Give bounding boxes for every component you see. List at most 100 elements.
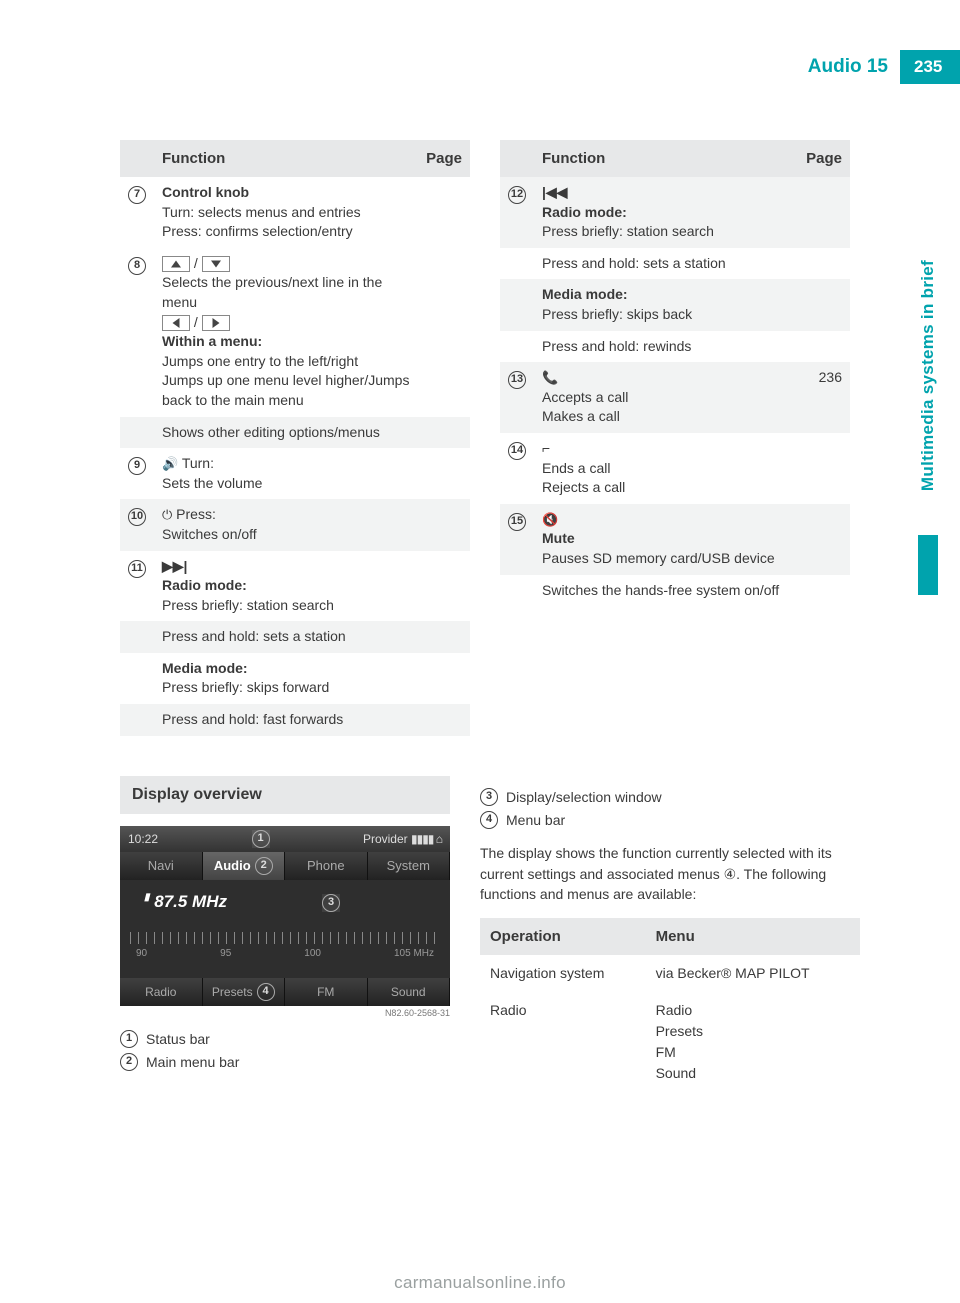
legend-number: 4 [480, 811, 498, 829]
function-line: Press: [162, 505, 410, 525]
display-overview-left: Display overview 10:22 1 Provider ▮▮▮▮ ⌂… [120, 776, 450, 1092]
function-line: Press and hold: sets a station [542, 254, 790, 274]
function-line: Media mode: [542, 285, 790, 305]
function-line: Accepts a call [542, 388, 790, 408]
screenshot-bottom-tab: Presets 4 [203, 978, 286, 1006]
item-number: 13 [508, 371, 526, 389]
page-ref [418, 417, 470, 449]
page-ref [418, 653, 470, 704]
item-number: 15 [508, 513, 526, 531]
legend-left: 1Status bar2 Main menu bar [120, 1028, 450, 1076]
page-ref [418, 551, 470, 622]
operation-row: Navigation systemvia Becker® MAP PILOT [480, 955, 860, 992]
col-page: Page [798, 140, 850, 177]
legend-text: Main menu bar [146, 1051, 239, 1075]
function-row: 11▶▶|Radio mode:Press briefly: station s… [120, 551, 470, 622]
legend-number: 1 [120, 1030, 138, 1048]
screenshot-menu-bar: RadioPresets 4FMSound [120, 978, 450, 1006]
page-ref [798, 177, 850, 248]
item-number: 8 [128, 257, 146, 275]
function-line: Press briefly: station search [542, 222, 790, 242]
legend-number: 3 [480, 788, 498, 806]
function-table-right: FunctionPage12|◀◀Radio mode:Press briefl… [500, 140, 850, 736]
item-number: 11 [128, 560, 146, 578]
function-line: / [162, 254, 410, 274]
function-row: Press and hold: rewinds [500, 331, 850, 363]
scale-label: 100 [304, 948, 321, 959]
function-line: Switches on/off [162, 525, 410, 545]
function-line: Press: confirms selection/entry [162, 222, 410, 242]
mute-icon [542, 511, 558, 527]
function-row: Press and hold: fast forwards [120, 704, 470, 736]
screenshot-scale: 9095100105 MHz [130, 932, 440, 960]
image-reference: N82.60-2568-31 [120, 1008, 450, 1018]
page-ref [418, 704, 470, 736]
page-ref [798, 279, 850, 330]
page-ref [798, 433, 850, 504]
operation-cell: Radio [480, 992, 646, 1092]
page-ref: 236 [798, 362, 850, 433]
function-line: Radio mode: [542, 203, 790, 223]
function-line: Switches the hands-free system on/off [542, 581, 790, 601]
page-ref [798, 575, 850, 607]
screenshot-tab: Navi [120, 852, 203, 880]
operation-row: RadioRadioPresetsFMSound [480, 992, 860, 1092]
function-row: Press and hold: sets a station [500, 248, 850, 280]
function-line: Sets the volume [162, 474, 410, 494]
page-title: Audio 15 [808, 56, 900, 78]
function-line: Turn: [162, 454, 410, 474]
item-number: 7 [128, 186, 146, 204]
legend-right: 3Display/selection window4Menu bar [480, 786, 860, 834]
function-line: Press and hold: sets a station [162, 627, 410, 647]
col-page: Page [418, 140, 470, 177]
function-line [542, 439, 790, 459]
page-ref [798, 504, 850, 575]
page-ref [418, 448, 470, 499]
col-function: Function [534, 140, 798, 177]
function-line: Media mode: [162, 659, 410, 679]
function-row: 7Control knobTurn: selects menus and ent… [120, 177, 470, 248]
volume-icon [162, 455, 178, 471]
display-overview-right: 3Display/selection window4Menu bar The d… [480, 776, 860, 1092]
function-tables: FunctionPage7Control knobTurn: selects m… [120, 140, 880, 736]
function-line: Within a menu: [162, 332, 410, 352]
screenshot-time: 10:22 [128, 832, 158, 846]
function-line: Jumps up one menu level higher/Jumps bac… [162, 371, 410, 410]
legend-item: 1Status bar [120, 1028, 450, 1052]
function-row: Shows other editing options/menus [120, 417, 470, 449]
section-tab-label: Multimedia systems in brief [918, 260, 938, 491]
legend-number: 2 [120, 1053, 138, 1071]
page-ref [418, 248, 470, 417]
arrow-right-icon [202, 315, 230, 331]
function-line: Rejects a call [542, 478, 790, 498]
arrow-up-icon [162, 256, 190, 272]
function-row: 15MutePauses SD memory card/USB device [500, 504, 850, 575]
page-ref [798, 331, 850, 363]
function-row: 8 / Selects the previous/next line in th… [120, 248, 470, 417]
function-line: Ends a call [542, 459, 790, 479]
audio-display-screenshot: 10:22 1 Provider ▮▮▮▮ ⌂ NaviAudio 2Phone… [120, 826, 450, 1006]
function-row: 10 Press:Switches on/off [120, 499, 470, 550]
function-line: / [162, 313, 410, 333]
function-row: 14Ends a callRejects a call [500, 433, 850, 504]
screenshot-tab: Phone [285, 852, 368, 880]
function-row: 9 Turn:Sets the volume [120, 448, 470, 499]
function-line: Mute [542, 529, 790, 549]
page-ref [418, 177, 470, 248]
page-ref [798, 248, 850, 280]
function-line: Press briefly: skips back [542, 305, 790, 325]
call-end-icon [542, 440, 550, 456]
marker-4: 4 [257, 983, 275, 1001]
function-line: Press briefly: station search [162, 596, 410, 616]
legend-text: Menu bar [506, 809, 565, 833]
item-number: 12 [508, 186, 526, 204]
operation-menu-table: OperationMenuNavigation systemvia Becker… [480, 918, 860, 1092]
function-line: Turn: selects menus and entries [162, 203, 410, 223]
function-line: Press and hold: rewinds [542, 337, 790, 357]
function-line: Jumps one entry to the left/right [162, 352, 410, 372]
media-key-icon: |◀◀ [542, 184, 567, 200]
function-row: Media mode:Press briefly: skips back [500, 279, 850, 330]
section-tab-block [918, 535, 938, 595]
function-line: ▶▶| [162, 557, 410, 577]
page-header: Audio 15 235 [808, 50, 960, 84]
